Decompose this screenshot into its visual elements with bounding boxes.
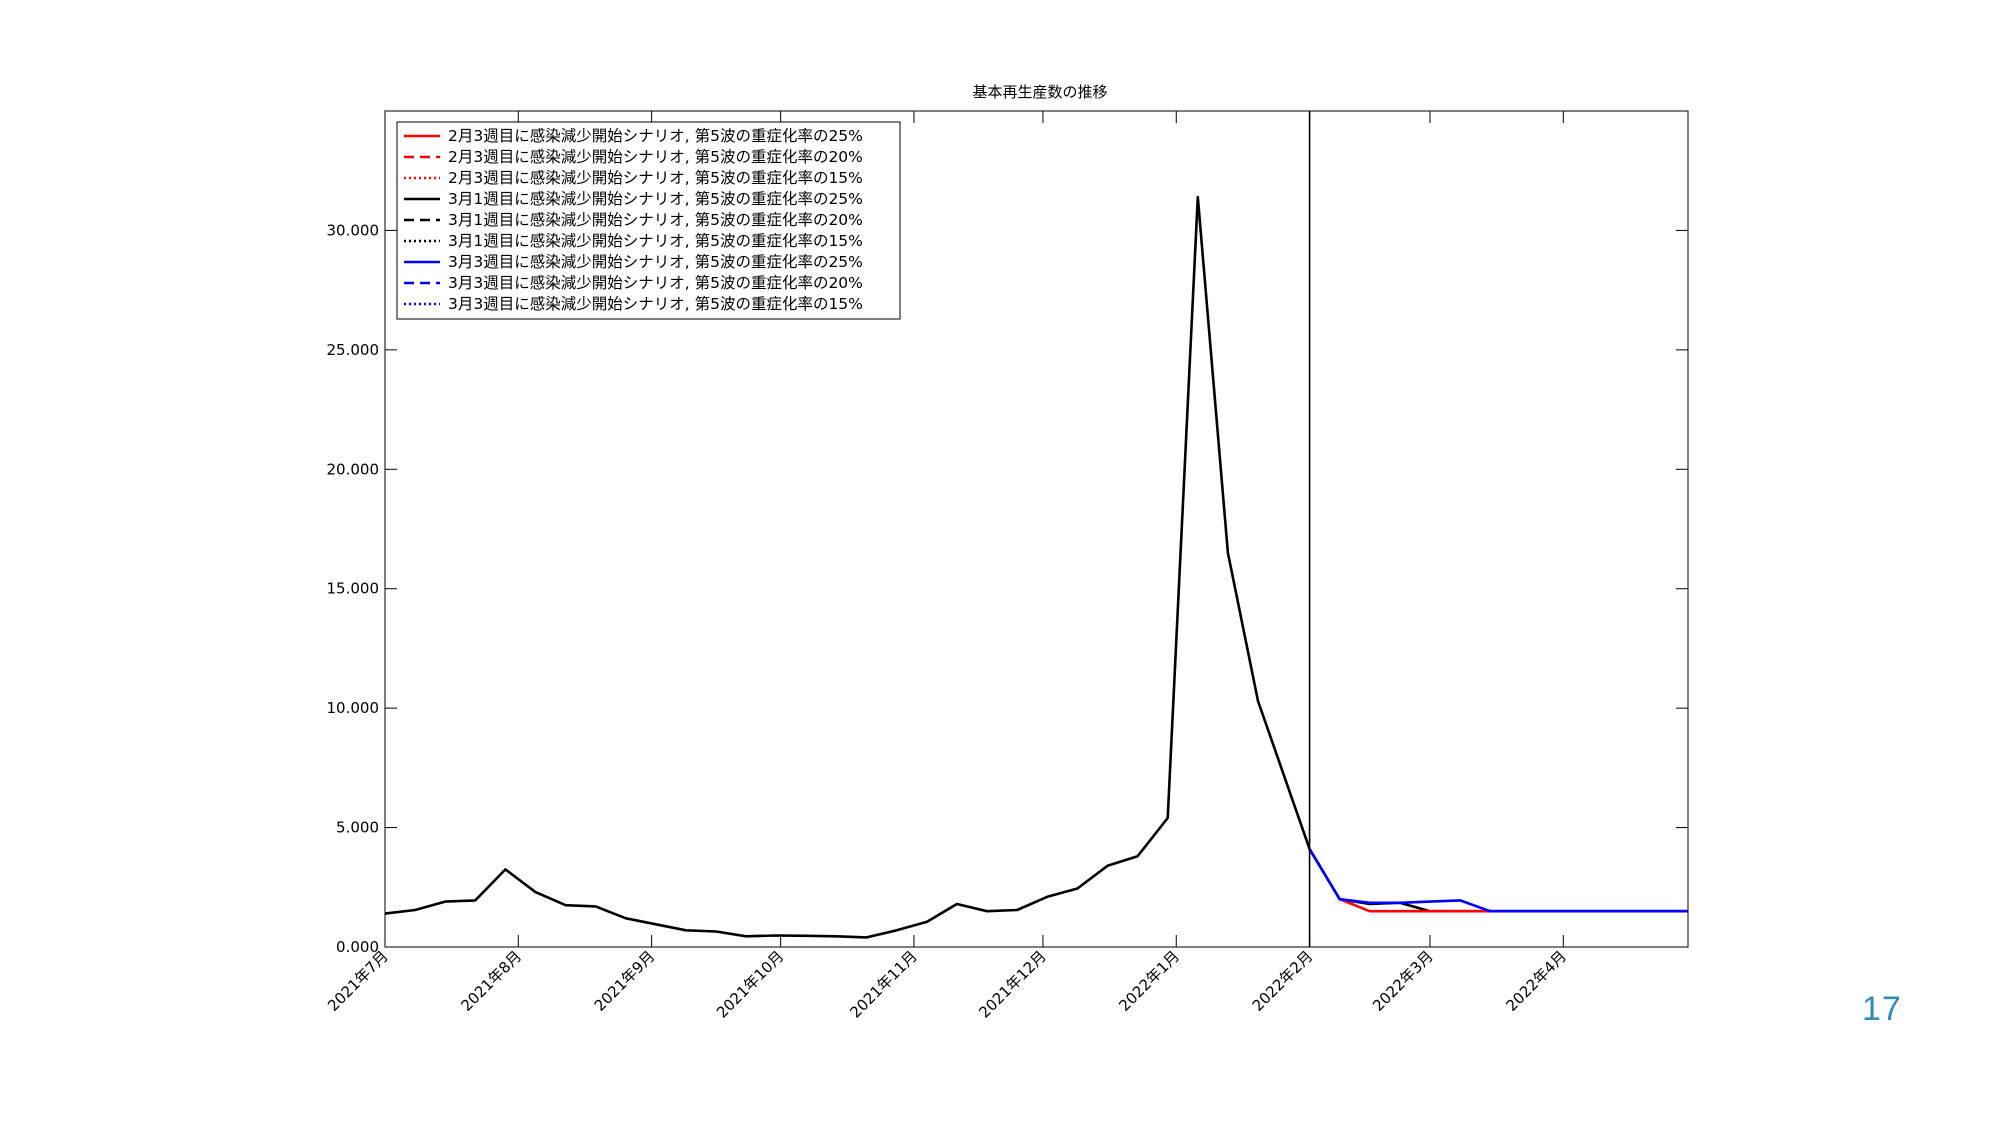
y-tick-label: 25.000 — [327, 341, 380, 359]
series-line-7 — [1308, 848, 1688, 913]
legend-entry-label: 2月3週目に感染減少開始シナリオ, 第5波の重症化率の20% — [448, 148, 863, 166]
legend-entry-label: 3月1週目に感染減少開始シナリオ, 第5波の重症化率の15% — [448, 232, 863, 250]
legend-entry-label: 3月3週目に感染減少開始シナリオ, 第5波の重症化率の20% — [448, 274, 863, 292]
x-tick-label: 2022年3月 — [1369, 947, 1437, 1015]
legend-entry-label: 3月3週目に感染減少開始シナリオ, 第5波の重症化率の25% — [448, 253, 863, 271]
legend-entry-label: 2月3週目に感染減少開始シナリオ, 第5波の重症化率の15% — [448, 169, 863, 187]
y-tick-label: 20.000 — [327, 460, 380, 478]
y-tick-label: 15.000 — [327, 580, 380, 598]
x-tick-label: 2021年10月 — [713, 947, 787, 1021]
y-tick-label: 10.000 — [327, 699, 380, 717]
legend-box — [396, 121, 901, 320]
y-tick-label: 5.000 — [336, 819, 379, 837]
x-tick-label: 2022年1月 — [1115, 947, 1183, 1015]
legend: 2月3週目に感染減少開始シナリオ, 第5波の重症化率の25% 2月3週目に感染減少… — [396, 121, 901, 320]
slide-page-number: 17 — [1862, 990, 1902, 1028]
legend-entry-label: 3月1週目に感染減少開始シナリオ, 第5波の重症化率の20% — [448, 211, 863, 229]
plot-area-frame — [384, 110, 1689, 948]
x-tick-label: 2021年9月 — [591, 947, 659, 1015]
x-tick-label: 2021年11月 — [846, 947, 920, 1021]
legend-entry-label: 3月3週目に感染減少開始シナリオ, 第5波の重症化率の15% — [448, 295, 863, 313]
x-tick-label: 2022年2月 — [1249, 947, 1317, 1015]
x-tick-label: 2021年7月 — [324, 947, 392, 1015]
x-tick-label: 2021年8月 — [457, 947, 525, 1015]
chart-title: 基本再生産数の推移 — [972, 83, 1107, 101]
legend-entry-label: 3月1週目に感染減少開始シナリオ, 第5波の重症化率の25% — [448, 190, 863, 208]
legend-entry-label: 2月3週目に感染減少開始シナリオ, 第5波の重症化率の25% — [448, 127, 863, 145]
series-layer — [384, 195, 1688, 939]
y-axis: 0.000 5.000 10.000 15.000 20.000 25.000 30.000 — [327, 221, 1688, 956]
y-tick-label: 0.000 — [336, 938, 379, 956]
x-tick-label: 2021年12月 — [975, 947, 1049, 1021]
y-tick-label: 30.000 — [327, 221, 380, 239]
x-tick-label: 2022年4月 — [1502, 947, 1570, 1015]
